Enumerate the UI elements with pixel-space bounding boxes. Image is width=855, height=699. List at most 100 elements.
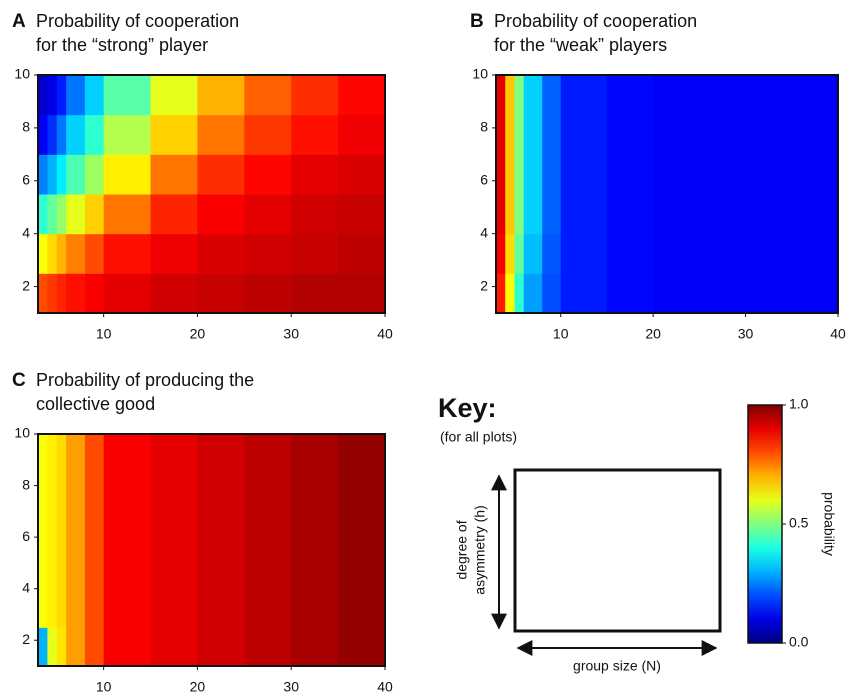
x-tick-label: 20 [190, 679, 206, 695]
heatmap-cell [291, 114, 339, 155]
x-tick-label: 10 [96, 679, 112, 695]
heatmap-cell [606, 154, 654, 195]
heatmap-cell [66, 114, 86, 155]
heatmap-cell [66, 550, 86, 590]
colorbar [747, 404, 783, 644]
plot-frame [37, 433, 386, 667]
heatmap-cell [291, 154, 339, 195]
heatmap-cell [38, 194, 48, 235]
y-tick-label: 4 [480, 224, 488, 240]
x-tick-label: 30 [283, 326, 299, 342]
heatmap-cell [38, 75, 48, 116]
panel-title: Probability of cooperation [494, 11, 697, 31]
heatmap-cell [542, 233, 562, 274]
heatmap-cell [38, 233, 48, 274]
heatmap [38, 434, 386, 667]
heatmap-cell [653, 154, 700, 195]
heatmap-cell [47, 434, 58, 474]
heatmap-cell [150, 472, 198, 512]
heatmap-cell [66, 627, 86, 667]
heatmap-cell [47, 588, 58, 628]
heatmap-cell [791, 75, 839, 116]
x-tick-label: 40 [830, 326, 846, 342]
panel-title: Probability of cooperation [36, 11, 239, 31]
heatmap-cell [244, 75, 292, 116]
heatmap-cell [38, 114, 48, 155]
heatmap-cell [150, 194, 198, 235]
key-y-label: asymmetry (h) [472, 505, 488, 594]
heatmap-cell [791, 114, 839, 155]
heatmap-cell [197, 588, 245, 628]
heatmap-cell [606, 273, 654, 314]
heatmap-cell [56, 114, 67, 155]
x-tick-label: 30 [738, 326, 754, 342]
y-tick-label: 4 [22, 224, 30, 240]
heatmap-cell [338, 434, 386, 474]
heatmap-cell [523, 273, 543, 314]
heatmap-cell [338, 627, 386, 667]
heatmap-cell [47, 75, 58, 116]
heatmap-cell [150, 114, 198, 155]
heatmap-cell [496, 114, 506, 155]
heatmap-cell [66, 511, 86, 551]
heatmap-cell [47, 472, 58, 512]
heatmap-cell [56, 511, 67, 551]
heatmap-cell [84, 114, 105, 155]
heatmap-cell [523, 233, 543, 274]
heatmap-cell [47, 233, 58, 274]
panel-title: for the “strong” player [36, 35, 208, 55]
y-tick-label: 10 [14, 66, 30, 82]
heatmap-cell [338, 511, 386, 551]
heatmap-cell [291, 75, 339, 116]
heatmap-cell [791, 273, 839, 314]
heatmap-cell [291, 588, 339, 628]
heatmap [496, 75, 839, 314]
heatmap-cell [745, 75, 793, 116]
heatmap-cell [84, 627, 105, 667]
heatmap-cell [699, 233, 747, 274]
heatmap-cell [150, 550, 198, 590]
y-tick-label: 10 [14, 425, 30, 441]
heatmap-cell [103, 194, 152, 235]
heatmap-cell [84, 550, 105, 590]
heatmap-cell [560, 154, 608, 195]
heatmap-cell [542, 114, 562, 155]
heatmap-cell [84, 434, 105, 474]
heatmap-cell [84, 588, 105, 628]
heatmap-cell [84, 233, 105, 274]
heatmap-cell [606, 114, 654, 155]
heatmap-cell [47, 114, 58, 155]
heatmap-cell [38, 588, 48, 628]
heatmap-cell [103, 550, 152, 590]
heatmap-cell [291, 627, 339, 667]
heatmap-cell [197, 627, 245, 667]
heatmap-cell [514, 233, 525, 274]
heatmap-cell [66, 233, 86, 274]
heatmap-cell [150, 233, 198, 274]
heatmap-cell [338, 114, 386, 155]
heatmap-cell [84, 472, 105, 512]
heatmap-cell [103, 511, 152, 551]
heatmap-cell [244, 472, 292, 512]
key: Key: (for all plots) degree of asymmetry… [438, 393, 722, 674]
key-y-label: degree of [454, 520, 470, 579]
heatmap-cell [150, 588, 198, 628]
colorbar-label: probability [821, 492, 837, 556]
heatmap-cell [47, 194, 58, 235]
heatmap-cell [523, 114, 543, 155]
heatmap-cell [244, 434, 292, 474]
heatmap-cell [197, 472, 245, 512]
heatmap-cell [38, 550, 48, 590]
heatmap-cell [291, 472, 339, 512]
x-tick-label: 40 [377, 326, 393, 342]
heatmap-cell [496, 75, 506, 116]
heatmap-cell [56, 588, 67, 628]
heatmap-cell [56, 233, 67, 274]
heatmap-cell [84, 75, 105, 116]
heatmap-cell [745, 194, 793, 235]
heatmap-cell [197, 75, 245, 116]
y-tick-label: 10 [472, 66, 488, 82]
heatmap-cell [66, 154, 86, 195]
panel-letter: A [12, 11, 26, 32]
